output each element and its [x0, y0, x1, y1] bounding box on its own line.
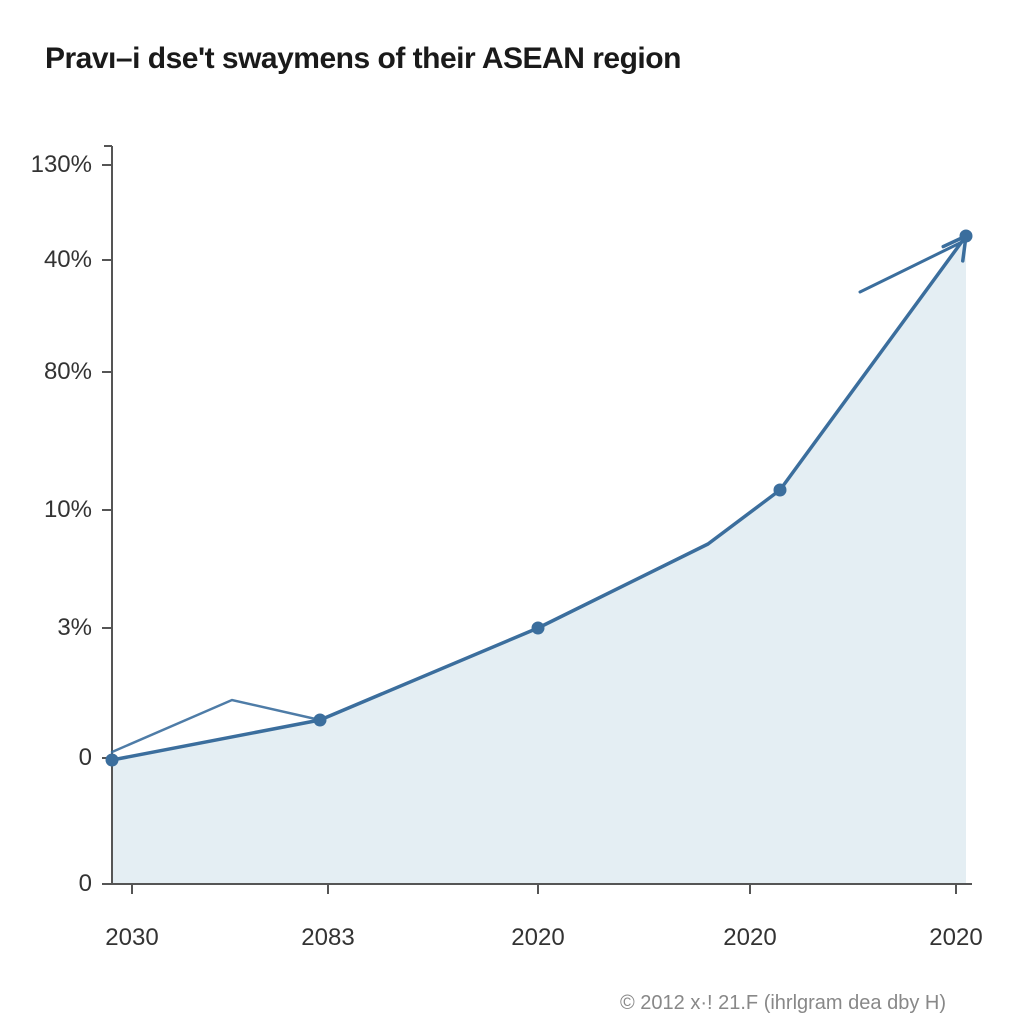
y-axis-tick-label: 0	[79, 744, 92, 772]
chart-footer: © 2012 x·! 21.F (ihrlgram dea dby H)	[620, 992, 946, 1015]
x-axis-tick-label: 2020	[720, 924, 780, 952]
x-axis-tick-label: 2030	[102, 924, 162, 952]
x-axis-tick-label: 2020	[926, 924, 986, 952]
area-fill	[112, 236, 966, 884]
y-axis-tick-label: 3%	[57, 614, 92, 642]
data-point-marker	[314, 714, 326, 726]
y-axis-tick-label: 10%	[44, 496, 92, 524]
x-axis-tick-label: 2020	[508, 924, 568, 952]
y-axis-tick-label: 0	[79, 870, 92, 898]
y-axis-tick-label: 40%	[44, 246, 92, 274]
data-point-marker	[106, 754, 118, 766]
data-point-marker	[774, 484, 786, 496]
chart-container: Pravı–i dse't swaymens of their ASEAN re…	[0, 0, 1024, 1024]
chart-plot	[0, 0, 1024, 1024]
y-axis-tick-label: 80%	[44, 358, 92, 386]
x-axis-tick-label: 2083	[298, 924, 358, 952]
y-axis-tick-label: 130%	[31, 151, 92, 179]
data-point-marker	[532, 622, 544, 634]
